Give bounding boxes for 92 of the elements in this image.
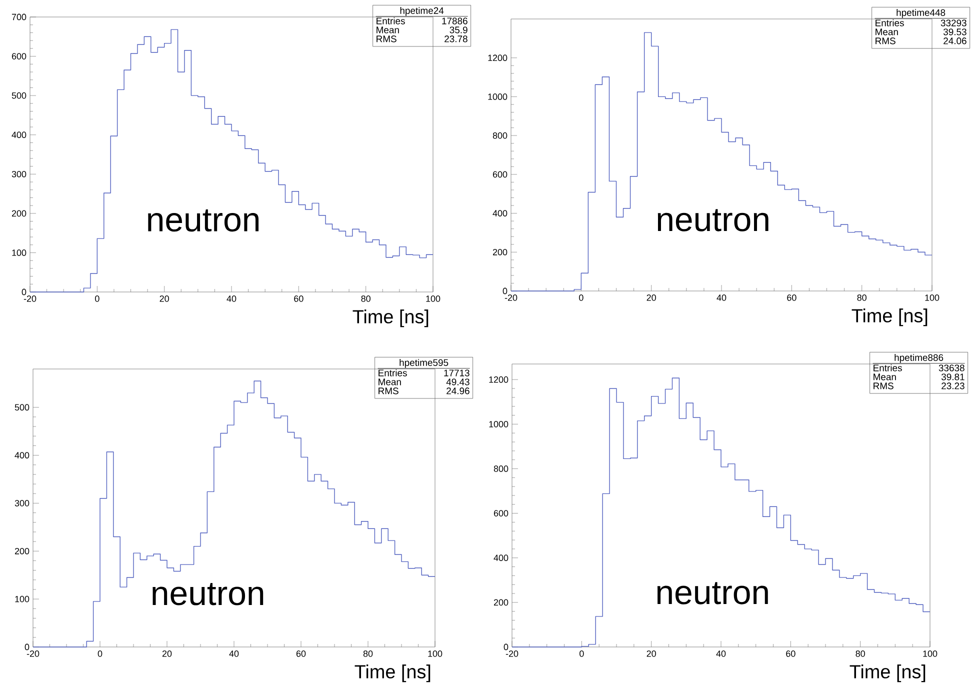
y-tick-label: 200 — [12, 210, 26, 217]
y-tick-label: 400 — [14, 452, 30, 458]
annotation: neutron — [152, 583, 264, 606]
x-tick-label: 60 — [787, 294, 796, 301]
annotation: RMS — [876, 38, 896, 44]
x-tick-label: 100 — [923, 650, 938, 657]
x-axis-title: Time [ns] — [850, 664, 926, 682]
text: 17886 — [442, 18, 468, 24]
x-tick-label: 60 — [296, 650, 306, 657]
x-tick-label: 60 — [786, 650, 796, 657]
text: 23.78 — [444, 36, 468, 42]
y-tick-label: 1000 — [488, 94, 508, 100]
x-tick-label: 80 — [361, 296, 370, 302]
x-tick-label: -20 — [504, 294, 518, 301]
x-tick-label: 40 — [229, 650, 239, 657]
x-tick-label: 40 — [716, 294, 726, 301]
text: 24.96 — [446, 388, 470, 394]
annotation: neutron — [657, 582, 768, 604]
y-tick-label: 0 — [502, 288, 508, 294]
y-tick-label: 1200 — [488, 54, 508, 62]
x-tick-label: 100 — [428, 650, 442, 657]
x-tick-label: 20 — [646, 294, 656, 301]
y-tick-label: 100 — [15, 596, 30, 602]
x-tick-label: -20 — [506, 650, 518, 657]
x-tick-label: 0 — [580, 650, 584, 657]
y-tick-label: 600 — [492, 171, 508, 178]
text: 17713 — [444, 370, 470, 376]
annotation: Mean — [876, 28, 898, 36]
x-axis-title: Time [ns] — [852, 308, 928, 326]
x-tick-label: 20 — [162, 650, 172, 657]
y-tick-label: 400 — [494, 554, 508, 562]
text: 39.81 — [941, 374, 964, 380]
x-tick-label: 0 — [579, 294, 584, 301]
x-tick-label: 100 — [925, 294, 940, 301]
y-tick-label: 1200 — [489, 376, 508, 383]
text: 33638 — [938, 364, 964, 372]
y-tick-label: 300 — [14, 500, 30, 506]
text: hpetime24 — [400, 7, 444, 16]
y-tick-label: 100 — [12, 250, 26, 256]
y-tick-label: 0 — [24, 644, 30, 650]
y-tick-label: 400 — [492, 210, 508, 216]
x-axis-title: Time [ns] — [354, 664, 430, 682]
annotation: Entries — [378, 369, 407, 376]
y-tick-label: 500 — [12, 92, 26, 99]
text: 39.53 — [943, 28, 966, 36]
x-tick-label: 80 — [856, 650, 865, 657]
y-tick-label: 600 — [494, 510, 508, 516]
text: 35.9 — [450, 26, 468, 34]
y-tick-label: 200 — [494, 599, 508, 606]
x-tick-label: -20 — [26, 650, 40, 657]
x-tick-label: 0 — [95, 296, 100, 302]
text: hpetime448 — [896, 8, 946, 18]
y-tick-label: 200 — [14, 548, 30, 554]
y-tick-label: 0 — [22, 288, 26, 296]
text: 24.06 — [944, 38, 966, 44]
x-tick-label: 20 — [160, 296, 169, 302]
x-tick-label: 20 — [646, 650, 656, 657]
annotation: Entries — [874, 364, 902, 372]
annotation: Entries — [376, 17, 405, 24]
text: hpetime595 — [400, 359, 448, 368]
y-tick-label: 800 — [494, 466, 508, 472]
annotation: neutron — [658, 209, 768, 232]
annotation: Mean — [376, 26, 399, 34]
x-tick-label: -20 — [24, 296, 36, 302]
y-tick-label: 0 — [504, 644, 508, 650]
y-tick-label: 400 — [12, 132, 26, 138]
y-tick-label: 300 — [12, 170, 26, 178]
x-tick-label: 100 — [426, 296, 440, 302]
text: 49.43 — [446, 378, 470, 386]
annotation: RMS — [378, 388, 398, 394]
y-tick-label: 700 — [12, 14, 26, 20]
x-tick-label: 60 — [294, 296, 304, 302]
y-tick-label: 600 — [12, 53, 26, 60]
y-tick-label: 500 — [14, 404, 30, 411]
x-tick-label: 80 — [857, 294, 866, 301]
annotation: Entries — [876, 19, 904, 26]
y-tick-label: 1000 — [489, 420, 508, 428]
x-axis-title: Time [ns] — [352, 310, 428, 328]
y-tick-label: 800 — [492, 132, 508, 139]
annotation: RMS — [874, 382, 894, 390]
text: hpetime886 — [894, 354, 944, 363]
x-tick-label: 40 — [226, 296, 236, 302]
x-tick-label: 80 — [363, 650, 373, 657]
text: 23.23 — [942, 382, 964, 390]
text: 33293 — [940, 20, 966, 26]
annotation: Mean — [874, 374, 896, 380]
x-tick-label: 0 — [98, 650, 102, 657]
annotation: RMS — [376, 36, 396, 42]
y-tick-label: 200 — [492, 248, 508, 256]
x-tick-label: 40 — [716, 650, 726, 657]
annotation: Mean — [378, 378, 401, 386]
annotation: neutron — [148, 209, 259, 232]
